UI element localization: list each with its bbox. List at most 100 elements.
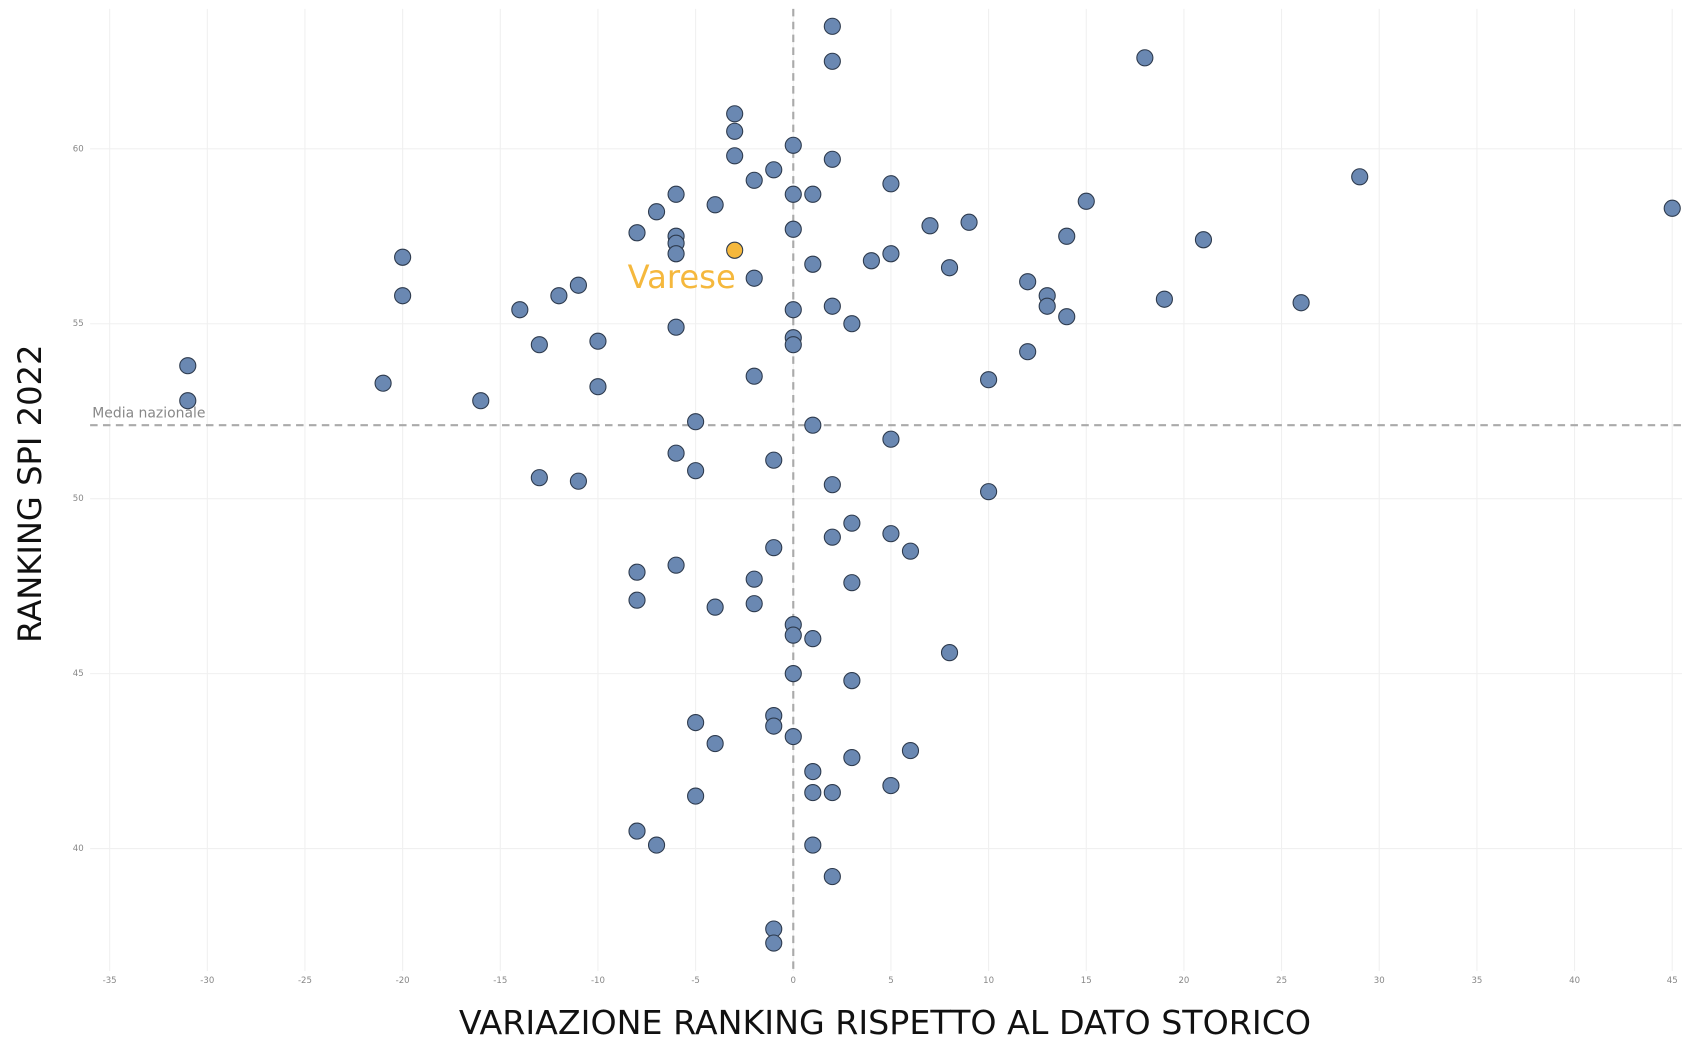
data-point <box>784 665 802 683</box>
y-axis-title: RANKING SPI 2022 <box>11 345 49 643</box>
data-point <box>784 626 802 644</box>
data-point <box>1351 168 1369 186</box>
data-point <box>667 245 685 263</box>
data-point <box>1058 227 1076 245</box>
x-tick-label: 30 <box>1374 976 1385 986</box>
data-point <box>843 514 861 532</box>
data-point <box>921 217 939 235</box>
data-point <box>882 525 900 543</box>
y-tick-label: 60 <box>73 144 84 154</box>
x-tick-label: -25 <box>298 976 312 986</box>
data-point <box>823 476 841 494</box>
data-point <box>511 301 529 319</box>
data-point <box>667 444 685 462</box>
data-point <box>374 374 392 392</box>
data-point <box>726 241 744 259</box>
data-point <box>687 714 705 732</box>
x-tick-label: -15 <box>493 976 507 986</box>
data-point <box>843 574 861 592</box>
data-point <box>1038 297 1056 315</box>
data-point <box>901 742 920 760</box>
data-point <box>804 416 822 434</box>
data-point <box>980 483 998 501</box>
data-point <box>667 318 685 336</box>
data-point <box>765 934 783 952</box>
data-point <box>687 413 705 431</box>
data-point <box>569 276 587 294</box>
data-point <box>804 763 822 781</box>
data-point <box>1077 192 1095 210</box>
data-point <box>823 150 841 168</box>
x-axis-title: VARIAZIONE RANKING RISPETTO AL DATO STOR… <box>459 1003 1311 1041</box>
data-point <box>628 224 646 242</box>
data-point <box>726 105 744 123</box>
data-point <box>589 332 607 350</box>
data-point <box>823 867 841 886</box>
data-point <box>1136 49 1154 67</box>
data-point <box>589 378 607 396</box>
data-point <box>745 595 763 613</box>
reference-label: Media nazionale <box>92 405 205 421</box>
x-tick-label: 5 <box>888 976 893 986</box>
data-point <box>706 598 724 616</box>
y-tick-label: 50 <box>73 494 84 504</box>
y-tick-label: 55 <box>73 319 84 329</box>
data-point <box>843 672 861 690</box>
data-point <box>882 430 900 448</box>
data-point <box>843 315 861 333</box>
point-label: Varese <box>628 258 736 296</box>
data-point <box>394 287 412 305</box>
data-point <box>745 367 763 385</box>
data-point <box>804 255 822 273</box>
data-point <box>960 213 978 231</box>
data-point <box>823 297 841 315</box>
x-tick-label: 0 <box>791 976 796 986</box>
x-tick-label: 25 <box>1276 976 1287 986</box>
data-point <box>472 392 490 410</box>
data-point <box>569 472 587 490</box>
y-tick-label: 40 <box>73 844 84 854</box>
data-point <box>940 644 959 662</box>
data-point <box>784 728 802 746</box>
x-tick-label: 15 <box>1081 976 1092 986</box>
x-tick-label: -30 <box>200 976 214 986</box>
x-tick-label: -10 <box>591 976 605 986</box>
data-point <box>980 371 998 389</box>
data-point <box>804 836 822 854</box>
x-tick-label: 20 <box>1178 976 1189 986</box>
data-point <box>823 17 841 35</box>
x-tick-label: -35 <box>103 976 117 986</box>
data-point <box>1194 231 1213 249</box>
data-point <box>628 563 646 581</box>
data-point <box>823 52 841 70</box>
data-point <box>1663 199 1681 217</box>
x-tick-label: 45 <box>1667 976 1678 986</box>
x-tick-label: -5 <box>691 976 700 986</box>
data-point <box>765 161 783 179</box>
data-point <box>784 336 802 354</box>
data-point <box>745 171 763 189</box>
data-point <box>804 185 822 203</box>
data-point <box>882 175 900 193</box>
data-point <box>667 185 685 203</box>
data-point <box>530 469 548 487</box>
data-point <box>823 528 841 546</box>
y-tick-label: 45 <box>73 669 84 679</box>
data-point <box>628 822 646 840</box>
data-point <box>706 735 724 753</box>
x-tick-label: 10 <box>983 976 994 986</box>
data-point <box>706 196 724 214</box>
data-point <box>726 122 744 140</box>
data-point <box>745 570 763 588</box>
data-point <box>765 717 783 735</box>
data-point <box>647 836 666 854</box>
data-point <box>687 462 705 480</box>
data-point <box>901 542 920 560</box>
data-point <box>647 203 666 221</box>
data-point <box>784 220 802 238</box>
data-point <box>804 784 822 802</box>
data-point <box>745 269 763 287</box>
data-point <box>784 301 802 319</box>
data-point <box>804 630 822 648</box>
